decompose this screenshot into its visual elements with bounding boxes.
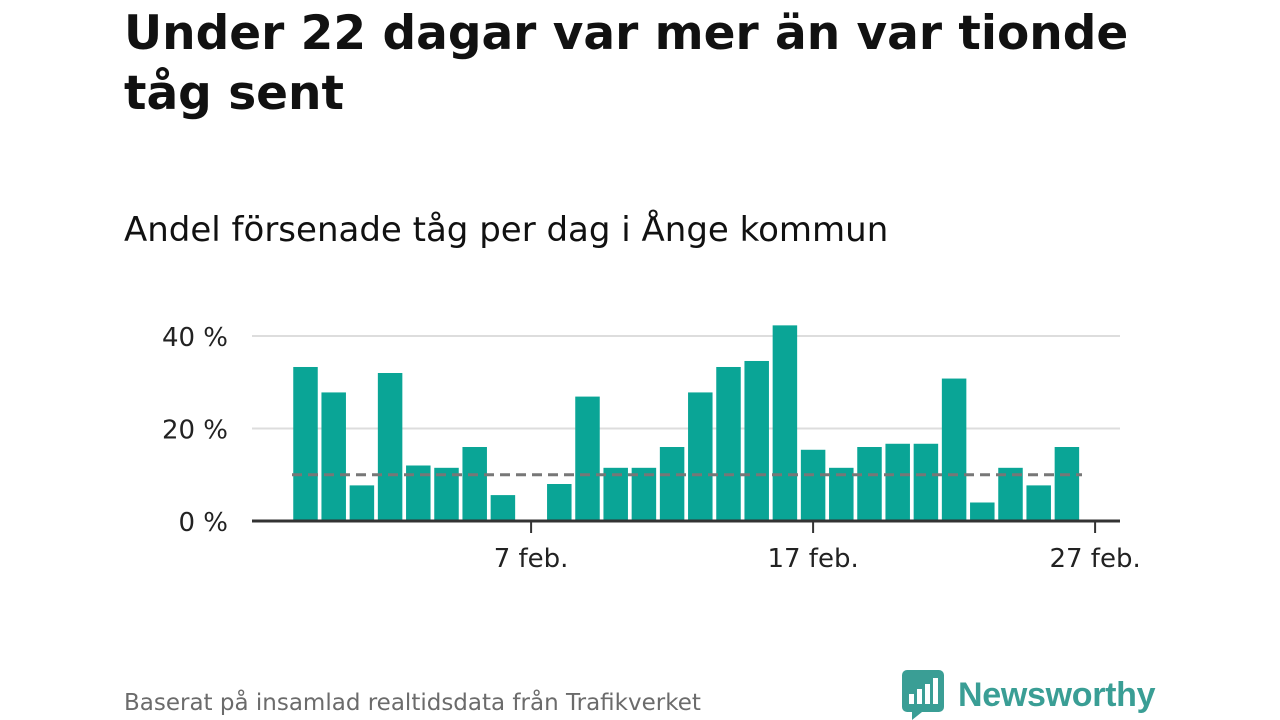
bar-2023-02-18 bbox=[829, 467, 854, 521]
bar-2023-02-20 bbox=[885, 443, 910, 521]
bar-2023-02-21 bbox=[913, 443, 939, 521]
x-axis-ticks: 7 feb. 17 feb. 27 feb. bbox=[494, 521, 1141, 574]
brand-name: Newsworthy bbox=[958, 675, 1156, 714]
bar-2023-02-25 bbox=[1026, 485, 1051, 521]
bar-2023-02-16 bbox=[772, 325, 798, 521]
bar-2023-02-17 bbox=[800, 449, 826, 521]
bar-2023-02-22 bbox=[941, 378, 967, 521]
bars bbox=[293, 325, 1080, 521]
bar-2023-02-05 bbox=[462, 447, 487, 521]
bar-2023-01-31 bbox=[321, 392, 346, 521]
bar-2023-02-02 bbox=[377, 373, 403, 521]
chart-title: Under 22 dagar var mer än var tionde tåg… bbox=[124, 6, 1129, 121]
newsworthy-logo-icon bbox=[902, 670, 944, 720]
bar-2023-02-01 bbox=[349, 485, 375, 521]
source-note: Baserat på insamlad realtidsdata från Tr… bbox=[124, 690, 701, 716]
bar-2023-02-09 bbox=[575, 396, 600, 521]
bar-2023-01-30 bbox=[293, 366, 318, 521]
x-tick-label-2: 27 feb. bbox=[1049, 544, 1140, 574]
brand-logo[interactable]: Newsworthy bbox=[902, 670, 1156, 720]
chart-subtitle: Andel försenade tåg per dag i Ånge kommu… bbox=[124, 210, 889, 250]
bar-2023-02-08 bbox=[547, 484, 572, 521]
bar-2023-02-13 bbox=[688, 392, 713, 521]
y-tick-label-1: 20 % bbox=[162, 416, 228, 446]
y-axis-ticks: 0 % 20 % 40 % bbox=[162, 323, 228, 538]
bar-2023-02-23 bbox=[970, 502, 995, 521]
bar-2023-02-24 bbox=[998, 467, 1023, 521]
bar-2023-02-19 bbox=[857, 447, 882, 521]
bar-2023-02-26 bbox=[1054, 447, 1080, 521]
y-tick-label-0: 0 % bbox=[178, 508, 228, 538]
bar-2023-02-14 bbox=[716, 366, 741, 521]
bar-2023-02-12 bbox=[659, 447, 685, 521]
x-tick-label-0: 7 feb. bbox=[494, 544, 569, 574]
bar-2023-02-11 bbox=[631, 467, 657, 521]
x-tick-label-1: 17 feb. bbox=[767, 544, 858, 574]
bar-2023-02-04 bbox=[434, 467, 459, 521]
y-tick-label-2: 40 % bbox=[162, 323, 228, 353]
bar-2023-02-15 bbox=[744, 360, 769, 521]
bar-2023-02-06 bbox=[490, 495, 516, 521]
bar-2023-02-10 bbox=[603, 467, 628, 521]
